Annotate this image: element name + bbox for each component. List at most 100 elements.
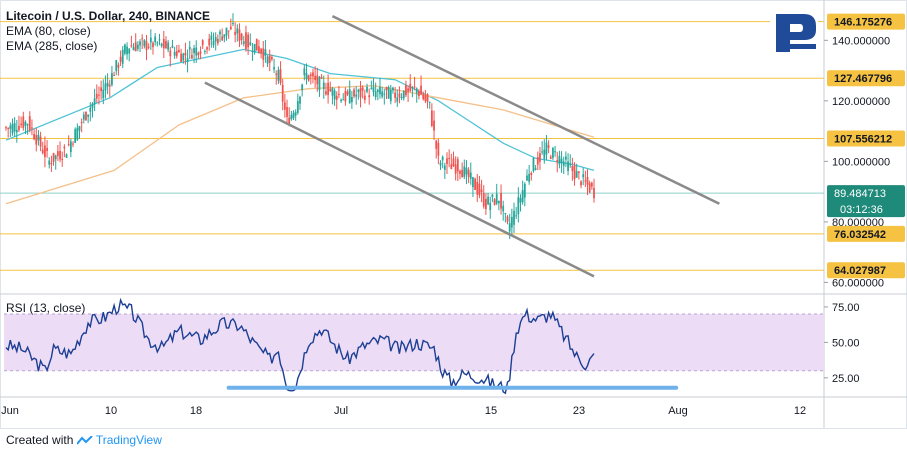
candle-body — [22, 116, 25, 129]
candle-body — [26, 124, 29, 126]
candle-body — [208, 38, 211, 46]
candle-body — [242, 41, 245, 44]
candle-body — [575, 171, 578, 178]
level-tag-label: 64.027987 — [834, 265, 886, 277]
level-tag-label: 76.032542 — [834, 229, 886, 241]
ema80-legend[interactable]: EMA (80, close) — [6, 24, 91, 38]
candle-body — [426, 94, 429, 102]
candle-body — [532, 157, 535, 172]
candle-body — [273, 67, 275, 70]
candle-body — [420, 85, 422, 95]
candle-body — [383, 93, 386, 95]
candle-body — [188, 46, 191, 50]
candle-body — [541, 151, 544, 153]
time-tick-label: 10 — [105, 405, 117, 417]
candle-body — [132, 47, 135, 51]
candle-body — [560, 158, 563, 164]
candle-body — [459, 171, 461, 174]
candle-body — [229, 26, 232, 30]
candle-body — [513, 210, 515, 225]
candle-body — [307, 75, 310, 81]
candle-body — [296, 100, 299, 113]
candle-body — [491, 194, 494, 198]
candle-body — [456, 159, 459, 172]
candle-body — [355, 94, 358, 97]
candle-body — [588, 183, 591, 193]
candle-body — [590, 182, 593, 187]
candle-body — [454, 164, 457, 174]
candle-body — [396, 97, 399, 102]
candle-body — [430, 110, 433, 126]
broker-logo-icon — [770, 8, 818, 58]
candle-body — [281, 84, 284, 102]
candle-body — [536, 157, 539, 165]
logo-glyph — [776, 14, 816, 52]
rsi-legend[interactable]: RSI (13, close) — [6, 301, 86, 315]
candle-body — [160, 43, 163, 47]
candle-body — [508, 223, 511, 232]
candle-body — [104, 83, 107, 91]
candle-body — [28, 116, 31, 130]
candle-body — [167, 42, 170, 50]
candle-body — [409, 83, 412, 91]
candle-body — [223, 34, 226, 38]
candle-body — [121, 49, 124, 64]
candle-body — [245, 32, 247, 49]
candle-body — [374, 91, 377, 98]
candle-body — [497, 200, 500, 204]
candle-body — [162, 38, 165, 49]
candle-body — [35, 135, 38, 145]
time-tick-label: 15 — [485, 405, 497, 417]
candle-body — [562, 161, 565, 166]
candle-body — [398, 93, 401, 98]
candle-body — [333, 90, 336, 100]
candle-body — [485, 198, 487, 210]
candle-body — [7, 127, 10, 129]
candle-body — [145, 41, 148, 50]
candle-body — [152, 42, 154, 48]
candle-body — [76, 127, 79, 140]
candle-body — [31, 127, 33, 129]
candle-body — [515, 215, 518, 217]
candle-body — [158, 39, 161, 41]
candle-body — [359, 87, 362, 98]
candle-body — [350, 97, 353, 103]
candle-body — [199, 51, 202, 54]
candle-body — [467, 169, 470, 177]
last-price-tag — [827, 185, 905, 218]
ema285-legend[interactable]: EMA (285, close) — [6, 39, 98, 53]
candle-body — [15, 129, 18, 133]
candle-body — [20, 123, 23, 126]
candle-body — [299, 96, 301, 104]
candle-body — [143, 40, 146, 47]
candle-body — [13, 123, 16, 132]
countdown-label: 03:12:36 — [840, 204, 883, 216]
candle-body — [247, 34, 250, 48]
candle-body — [39, 136, 42, 147]
candle-body — [78, 125, 81, 131]
candle-body — [56, 151, 59, 156]
logo-bar — [788, 44, 816, 49]
candle-body — [312, 72, 314, 77]
candle-body — [340, 99, 342, 102]
candle-body — [452, 158, 455, 167]
candle-body — [236, 28, 239, 34]
candle-body — [74, 129, 77, 143]
ema285-line — [5, 85, 595, 205]
candle-body — [435, 140, 438, 149]
candle-body — [139, 41, 141, 46]
candle-body — [461, 169, 464, 178]
candle-body — [519, 198, 522, 203]
candle-body — [203, 50, 206, 52]
candle-body — [108, 84, 111, 87]
price-tick-label: 80.000000 — [832, 217, 884, 229]
candle-body — [523, 183, 526, 198]
level-tag — [827, 130, 905, 147]
tradingview-brand[interactable]: TradingView — [95, 433, 162, 447]
candle-body — [238, 29, 241, 41]
candle-body — [366, 86, 368, 92]
candle-body — [216, 38, 219, 44]
candle-body — [480, 189, 483, 192]
candle-body — [593, 187, 595, 199]
candle-body — [67, 144, 70, 146]
